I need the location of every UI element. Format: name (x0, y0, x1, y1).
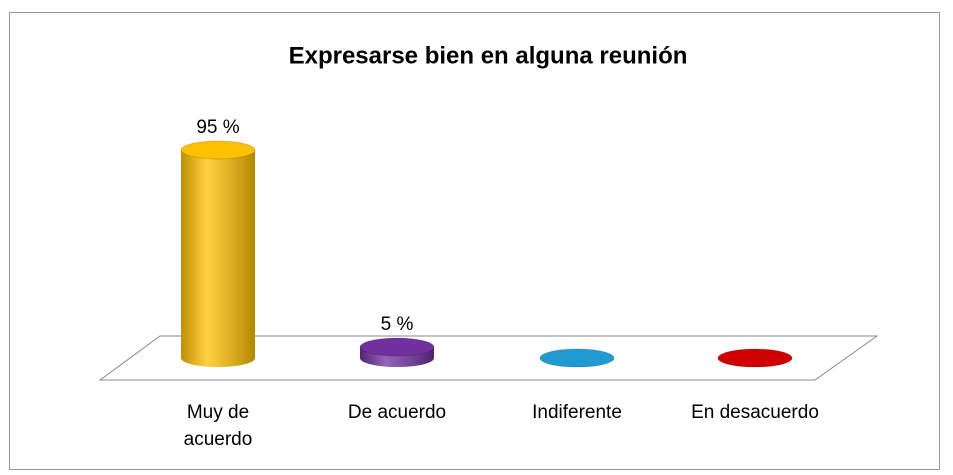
cylinder-top (539, 348, 615, 368)
chart-title: Expresarse bien en alguna reunión (289, 42, 688, 69)
cylinder-top (717, 348, 793, 368)
cylinder-top (180, 140, 256, 160)
cylinder-top (359, 337, 435, 357)
data-label: 5 % (381, 314, 414, 335)
data-label: 95 % (196, 117, 239, 138)
cylinder (717, 348, 793, 368)
cylinder (539, 348, 615, 368)
cylinder (180, 140, 256, 367)
x-tick-label: Muy de acuerdo (183, 402, 253, 450)
cylinder-shade (181, 149, 255, 367)
floor (98, 335, 879, 381)
x-tick-label: Indiferente (532, 402, 622, 423)
x-tick-label: De acuerdo (347, 402, 447, 423)
chart-border (9, 12, 940, 470)
x-tick-label: En desacuerdo (691, 402, 819, 423)
cylinder (359, 337, 435, 367)
